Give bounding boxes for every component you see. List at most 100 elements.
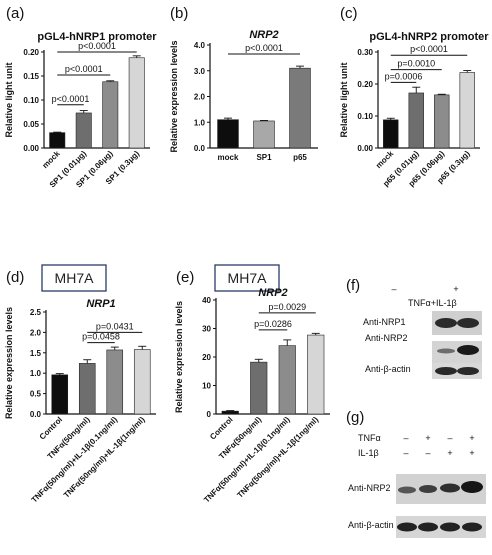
bar bbox=[408, 92, 424, 149]
p-value-label: p=0.0010 bbox=[397, 59, 435, 69]
bar bbox=[253, 120, 275, 149]
blot-f-band bbox=[457, 367, 479, 375]
blot-g-band bbox=[418, 522, 438, 532]
p-value-label: p<0.0001 bbox=[65, 64, 103, 74]
p-value-label: p<0.0001 bbox=[245, 43, 283, 53]
y-tick-label: 0.10 bbox=[357, 112, 373, 121]
p-value-label: p<0.0001 bbox=[52, 94, 90, 104]
y-tick-label: 10 bbox=[202, 382, 211, 391]
y-tick-label: 0.20 bbox=[357, 80, 373, 89]
y-axis-label: Relative light unit bbox=[4, 62, 14, 137]
bar bbox=[250, 361, 268, 415]
chart-b: NRP2 Relative expression levels 0.0 1.0 2.0 3… bbox=[169, 29, 318, 162]
blot-f-band bbox=[435, 367, 457, 375]
bar bbox=[128, 57, 145, 149]
chart-title: NRP1 bbox=[86, 298, 115, 310]
x-tick-label: mock bbox=[374, 149, 396, 171]
cell-line-label: MH7A bbox=[228, 270, 268, 286]
bar bbox=[278, 345, 296, 415]
x-tick-label: SP1 bbox=[256, 153, 272, 162]
blot-f-row-label-0: Anti-NRP1 bbox=[363, 317, 406, 327]
y-tick-label: 0 bbox=[207, 410, 212, 419]
p-value-label: p=0.0431 bbox=[96, 321, 134, 331]
bar bbox=[383, 119, 399, 149]
y-axis-label: Relative expression levels bbox=[174, 301, 184, 413]
chart-title: pGL4-hNRP1 promoter bbox=[37, 31, 157, 43]
p-value-label: p=0.0286 bbox=[254, 319, 292, 329]
blot-g-band bbox=[440, 522, 460, 532]
blot-g-band bbox=[397, 522, 417, 532]
bar bbox=[307, 334, 325, 415]
cell-line-box-e: MH7A bbox=[214, 264, 280, 292]
bar bbox=[78, 363, 96, 415]
chart-c: pGL4-hNRP2 promoter Relative light unit 0.… bbox=[339, 31, 489, 188]
blot-g-treatment-label-1: IL-1β bbox=[358, 448, 379, 458]
y-tick-label: 2.0 bbox=[30, 328, 42, 337]
y-tick-label: 1.5 bbox=[30, 349, 42, 358]
y-tick-label: 4.0 bbox=[194, 41, 206, 50]
y-tick-label: 30 bbox=[202, 325, 211, 334]
blot-g-row-label-0: Anti-NRP2 bbox=[348, 483, 391, 493]
blot-f: – + TNFα+IL-1β Anti-NRP1 Anti-NRP2 Anti-… bbox=[363, 284, 482, 379]
blot-f-band bbox=[437, 348, 455, 354]
blot-g-sign: + bbox=[469, 433, 474, 443]
bar bbox=[49, 132, 66, 149]
x-tick-label: mock bbox=[218, 153, 239, 162]
bar bbox=[75, 112, 92, 149]
y-tick-label: 0.5 bbox=[30, 390, 42, 399]
y-tick-label: 0.0 bbox=[30, 410, 42, 419]
blot-f-treatment-label: TNFα+IL-1β bbox=[408, 298, 457, 308]
bar bbox=[102, 81, 119, 149]
cell-line-label: MH7A bbox=[55, 270, 95, 286]
blot-g-sign: + bbox=[447, 448, 452, 458]
blot-g-sign: – bbox=[447, 433, 452, 443]
bar bbox=[434, 94, 450, 149]
y-tick-label: 0.00 bbox=[357, 144, 373, 153]
blot-f-band bbox=[435, 318, 457, 328]
y-tick-label: 1.0 bbox=[194, 118, 206, 127]
x-tick-label: p65 bbox=[293, 153, 307, 162]
bar bbox=[217, 119, 239, 149]
blot-g-band bbox=[440, 483, 460, 493]
blot-g-sign: – bbox=[425, 448, 430, 458]
p-value-label: p=0.0006 bbox=[385, 71, 423, 81]
p-value-label: p=0.0458 bbox=[82, 332, 120, 342]
bar bbox=[51, 374, 69, 415]
y-tick-label: 2.0 bbox=[194, 93, 206, 102]
blot-g-band bbox=[419, 485, 437, 493]
panel-letter-a: (a) bbox=[6, 5, 24, 22]
chart-d: NRP1 Relative expression levels 0.0 0.5 1.0 1… bbox=[4, 298, 156, 505]
panel-letter-e: (e) bbox=[176, 269, 194, 286]
y-tick-label: 0.15 bbox=[23, 72, 39, 81]
blot-f-row-label-2: Anti-β-actin bbox=[365, 364, 411, 374]
blot-g-sign: – bbox=[403, 433, 408, 443]
blot-g-sign: – bbox=[403, 448, 408, 458]
p-value-label: p<0.0001 bbox=[410, 44, 448, 54]
y-tick-label: 0.20 bbox=[23, 48, 39, 57]
y-tick-label: 2.5 bbox=[30, 308, 42, 317]
bar bbox=[289, 67, 311, 149]
y-tick-label: 40 bbox=[202, 296, 211, 305]
blot-f-row-label-1: Anti-NRP2 bbox=[365, 333, 408, 343]
y-tick-label: 20 bbox=[202, 353, 211, 362]
blot-f-band bbox=[457, 345, 479, 355]
y-tick-label: 0.10 bbox=[23, 96, 39, 105]
blot-f-lane-sign-1: – bbox=[391, 284, 396, 294]
y-tick-label: 1.0 bbox=[30, 369, 42, 378]
chart-title: pGL4-hNRP2 promoter bbox=[369, 31, 489, 43]
blot-g-row-label-1: Anti-β-actin bbox=[348, 520, 394, 530]
chart-e: NRP2 Relative expression levels 0 10 20 30 40 C… bbox=[174, 287, 330, 505]
bar bbox=[221, 410, 239, 415]
y-axis-label: Relative expression levels bbox=[4, 307, 14, 419]
blot-f-lane-sign-2: + bbox=[453, 284, 458, 294]
cell-line-box-d: MH7A bbox=[41, 264, 107, 292]
panel-letter-d: (d) bbox=[6, 269, 24, 286]
blot-g-treatment-label-0: TNFα bbox=[358, 433, 381, 443]
x-tick-label: Control bbox=[38, 415, 64, 441]
y-axis-label: Relative expression levels bbox=[169, 40, 179, 152]
y-tick-label: 0.30 bbox=[357, 48, 373, 57]
bar bbox=[106, 349, 124, 415]
blot-f-band bbox=[457, 318, 479, 328]
y-tick-label: 3.0 bbox=[194, 67, 206, 76]
p-value-label: p<0.0001 bbox=[78, 41, 116, 51]
